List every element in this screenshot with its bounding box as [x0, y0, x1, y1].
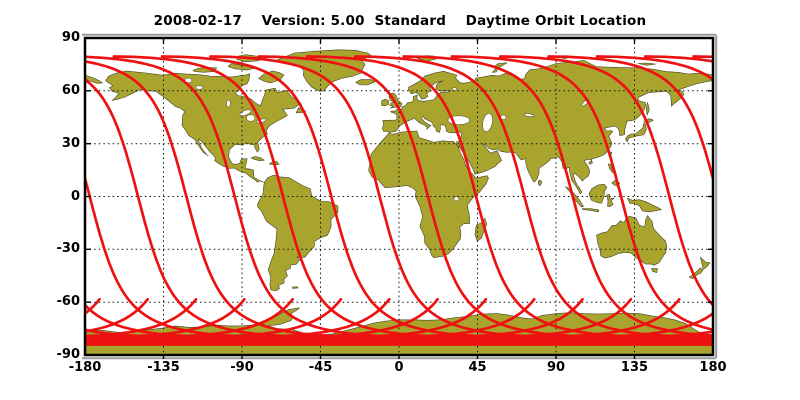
y-axis-label-30: 30 — [61, 135, 80, 151]
x-axis-label--180: -180 — [68, 360, 102, 375]
land-new-zealand-north — [700, 256, 711, 270]
orbit-track — [450, 55, 713, 332]
orbit-track — [112, 55, 584, 338]
orbit-track — [160, 55, 633, 338]
land-sri-lanka — [538, 179, 543, 187]
orbit-track — [85, 297, 343, 338]
x-axis-label-180: 180 — [699, 360, 727, 375]
lake-lake-victoria — [453, 196, 460, 202]
land-iceland — [355, 79, 376, 86]
land-japan-honshu-kyushu — [625, 123, 647, 143]
land-tasmania — [651, 268, 658, 273]
south-polar-track-band — [85, 335, 713, 346]
land-new-siberian-islands — [637, 62, 656, 66]
orbit-track — [257, 55, 713, 338]
world-map-plot — [82, 33, 718, 360]
x-axis-label-0: 0 — [394, 360, 404, 375]
x-axis-label--135: -135 — [147, 360, 180, 375]
y-axis-label-90: 90 — [61, 30, 80, 45]
x-axis-label-45: 45 — [468, 360, 487, 375]
orbit-track — [498, 55, 713, 308]
y-axis-label-0: 0 — [70, 188, 80, 204]
orbit-track — [402, 55, 713, 338]
land-borneo — [588, 183, 608, 204]
lake-lake-ladoga — [452, 87, 457, 91]
lake-great-slave-lake — [195, 85, 204, 90]
x-axis-label-135: 135 — [620, 360, 649, 375]
y-axis-label--30: -30 — [56, 241, 81, 257]
land-java — [582, 208, 599, 213]
land-falkland-islands — [291, 286, 299, 289]
lake-lake-superior — [239, 109, 252, 116]
y-axis-label-60: 60 — [61, 82, 80, 98]
land-hainan — [588, 160, 593, 165]
lake-lake-winnipeg — [226, 99, 231, 108]
orbit-track — [353, 55, 713, 338]
orbit-track — [0, 57, 3, 337]
orbit-track — [305, 55, 713, 338]
lake-lake-michigan-huron — [246, 114, 256, 122]
x-axis-label--45: -45 — [308, 360, 333, 375]
orbit-track — [790, 57, 800, 337]
orbit-track — [85, 297, 294, 338]
x-axis-label-90: 90 — [546, 360, 566, 375]
land-greenland — [276, 49, 372, 92]
land-sakhalin — [645, 102, 650, 116]
orbit-track — [85, 173, 391, 338]
x-axis-label--90: -90 — [230, 360, 254, 375]
y-axis-label--60: -60 — [56, 294, 81, 310]
land-cuba — [250, 156, 265, 161]
lake-caspian-sea — [482, 113, 493, 132]
lake-lake-balkhash — [523, 113, 535, 117]
orbit-track — [209, 55, 681, 338]
orbit-track — [547, 55, 713, 184]
map-layer — [0, 38, 800, 355]
orbit-track — [742, 57, 800, 337]
land-north-america — [105, 70, 302, 183]
y-axis-label--90: -90 — [56, 347, 81, 362]
orbit-track — [85, 55, 536, 338]
land-south-america — [257, 174, 339, 291]
land-ireland — [381, 98, 389, 107]
plot-title: 2008-02-17 Version: 5.00 Standard Daytim… — [153, 13, 647, 29]
